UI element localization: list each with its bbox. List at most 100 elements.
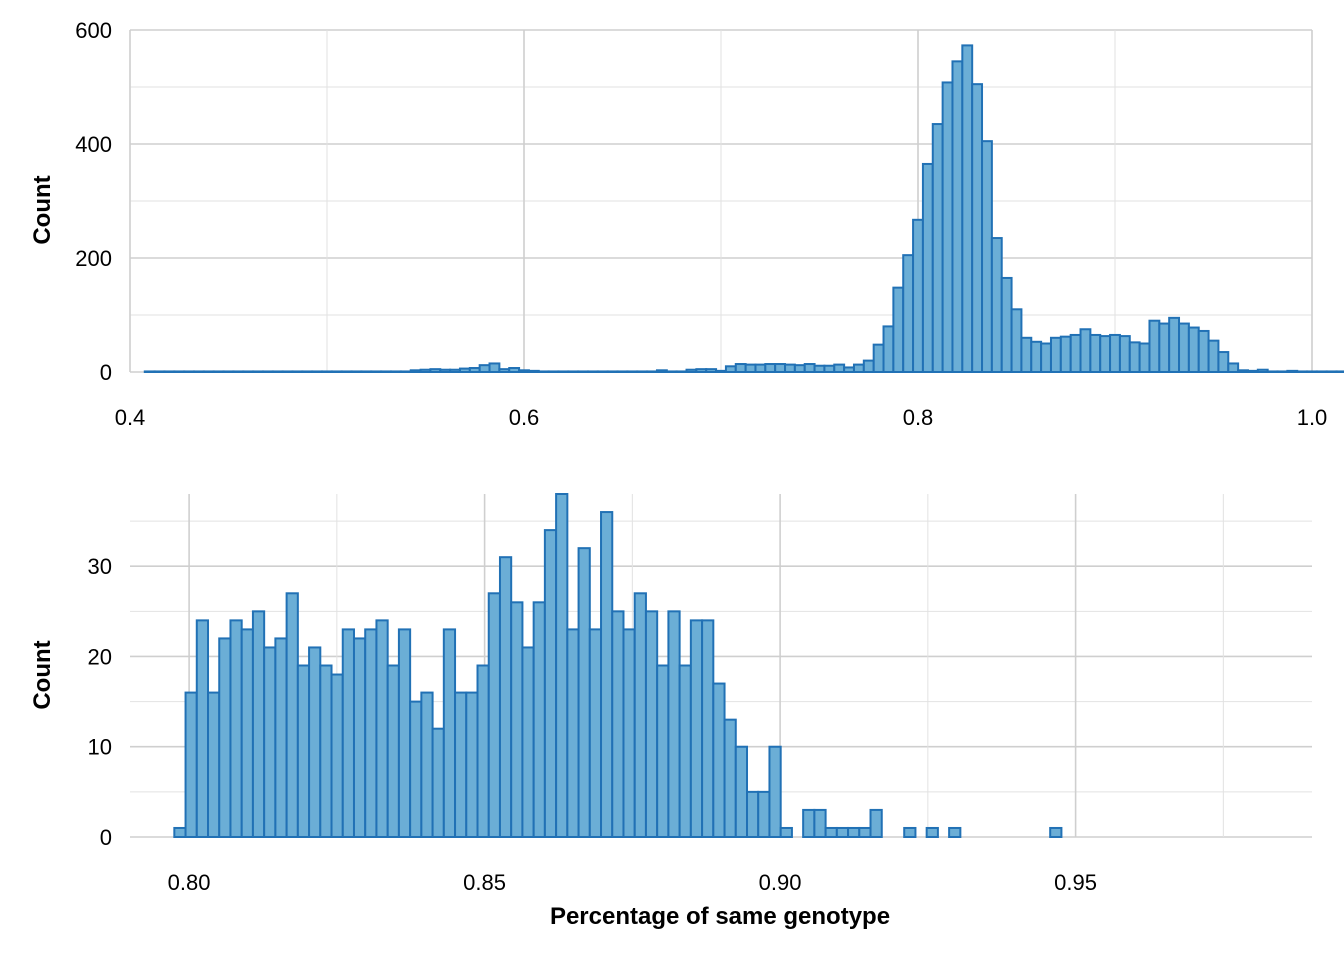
- top-histogram-bar: [1089, 333, 1102, 374]
- bottom-y-tick-label: 30: [88, 554, 112, 579]
- bottom-histogram-bar: [903, 826, 917, 839]
- bottom-histogram-bar: [948, 826, 962, 839]
- top-histogram-bar: [1276, 370, 1289, 373]
- top-histogram-bar: [1325, 370, 1338, 373]
- bottom-histogram-bar: [420, 691, 434, 838]
- top-histogram-bar: [1266, 370, 1279, 373]
- bottom-histogram-bar: [712, 682, 726, 838]
- top-histogram-bar: [606, 370, 619, 373]
- top-histogram-bar: [1217, 351, 1230, 373]
- bottom-histogram-bar: [240, 628, 254, 838]
- top-histogram-bar: [912, 218, 924, 373]
- top-histogram-bar: [449, 368, 461, 374]
- bottom-histogram-bar: [734, 745, 749, 838]
- bottom-histogram-bar: [689, 619, 704, 838]
- top-y-axis-title: Count: [29, 175, 56, 244]
- top-histogram-bar: [232, 370, 245, 373]
- top-histogram-bar: [1000, 276, 1013, 374]
- top-histogram-bar: [784, 363, 796, 373]
- bottom-histogram-bar: [375, 619, 389, 838]
- top-histogram-bar: [163, 370, 176, 373]
- bottom-x-tick-labels: 0.80 0.85 0.90 0.95: [168, 870, 1097, 895]
- top-histogram-bar: [1069, 333, 1082, 374]
- top-histogram-bar: [1246, 369, 1259, 373]
- top-histogram-bar: [833, 363, 846, 373]
- bottom-histogram-bar: [173, 826, 187, 839]
- top-x-tick-labels: 0.4 0.6 0.8 1.0: [115, 405, 1328, 430]
- bottom-x-tick-label: 0.85: [463, 870, 506, 895]
- top-histogram-bar: [301, 370, 314, 373]
- top-histogram-bar: [1138, 342, 1151, 373]
- top-histogram-bar: [468, 367, 481, 374]
- bottom-histogram-bar: [824, 826, 838, 839]
- top-histogram-bar: [764, 363, 777, 373]
- bottom-histogram-bar: [577, 547, 591, 838]
- bottom-histogram-bar: [476, 664, 490, 838]
- top-histogram-bar: [1306, 370, 1318, 373]
- top-y-tick-label: 200: [75, 246, 112, 271]
- bottom-histogram-bar: [364, 628, 378, 838]
- bottom-histogram-bar: [813, 808, 827, 839]
- bottom-histogram-bar: [341, 628, 355, 838]
- top-histogram-bar: [399, 370, 412, 373]
- top-histogram-bar: [665, 370, 678, 373]
- top-x-tick-label: 0.6: [509, 405, 540, 430]
- top-histogram-bar: [458, 367, 471, 373]
- top-y-tick-label: 600: [75, 18, 112, 43]
- top-histogram-bar: [439, 368, 452, 374]
- top-y-tick-label: 400: [75, 132, 112, 157]
- top-histogram-bar: [1128, 341, 1141, 373]
- top-histogram-bar: [685, 368, 698, 374]
- bottom-x-tick-label: 0.80: [168, 870, 211, 895]
- top-histogram-bar: [252, 370, 264, 373]
- bottom-histogram-bar: [308, 646, 322, 839]
- bottom-histogram-bar: [285, 592, 299, 839]
- top-histogram-bar: [212, 370, 225, 373]
- bottom-histogram-bar: [532, 601, 546, 838]
- top-histogram-bar: [370, 370, 383, 373]
- top-histogram-bar: [271, 370, 284, 373]
- bottom-histogram-bar: [274, 637, 288, 839]
- bottom-histogram-bar: [521, 646, 535, 839]
- bottom-histogram-bar: [195, 619, 210, 838]
- top-histogram-bar: [626, 370, 639, 373]
- top-x-tick-label: 1.0: [1297, 405, 1328, 430]
- top-histogram-bar: [1296, 370, 1309, 373]
- top-histogram-bar: [498, 368, 511, 373]
- top-histogram-bar: [360, 370, 373, 373]
- bottom-histogram-bar: [633, 592, 647, 839]
- bottom-histogram-bar: [588, 628, 603, 838]
- bottom-histogram-bar: [296, 664, 311, 838]
- bottom-histogram-bar: [510, 601, 524, 838]
- top-histogram-bar: [813, 364, 826, 374]
- bottom-histogram-bar: [543, 529, 558, 839]
- top-histogram-bar: [330, 370, 343, 373]
- top-histogram-bar: [1099, 335, 1112, 373]
- top-histogram-bar: [862, 359, 875, 374]
- bottom-histogram-bar: [207, 691, 221, 838]
- bottom-histogram-bar: [802, 808, 816, 839]
- bottom-y-tick-label: 10: [88, 735, 112, 760]
- bottom-histogram-bar: [611, 610, 625, 838]
- top-histogram-bar: [616, 370, 629, 373]
- bottom-histogram-bar: [723, 718, 737, 838]
- bottom-y-axis-title: Count: [29, 640, 56, 709]
- top-histogram-bar: [872, 343, 885, 374]
- top-histogram-bar: [202, 370, 215, 373]
- top-histogram-bar: [1049, 336, 1062, 373]
- top-histogram-bar: [882, 325, 895, 373]
- top-histogram-bar: [419, 368, 432, 374]
- top-histogram-bar: [1286, 369, 1299, 373]
- bottom-histogram-bar: [409, 700, 423, 839]
- top-histogram-bar: [547, 370, 560, 373]
- top-histogram-bar: [242, 370, 255, 373]
- top-histogram-bar: [222, 370, 235, 373]
- top-histogram-bar: [852, 363, 865, 373]
- top-histogram-bar: [537, 370, 550, 373]
- bottom-histogram-bar: [184, 691, 198, 838]
- top-histogram-bar: [902, 254, 915, 373]
- bottom-histogram-bar: [779, 826, 793, 839]
- top-histogram-bar: [1335, 370, 1344, 373]
- top-histogram-bar: [803, 363, 816, 373]
- top-histogram-bar: [823, 364, 836, 374]
